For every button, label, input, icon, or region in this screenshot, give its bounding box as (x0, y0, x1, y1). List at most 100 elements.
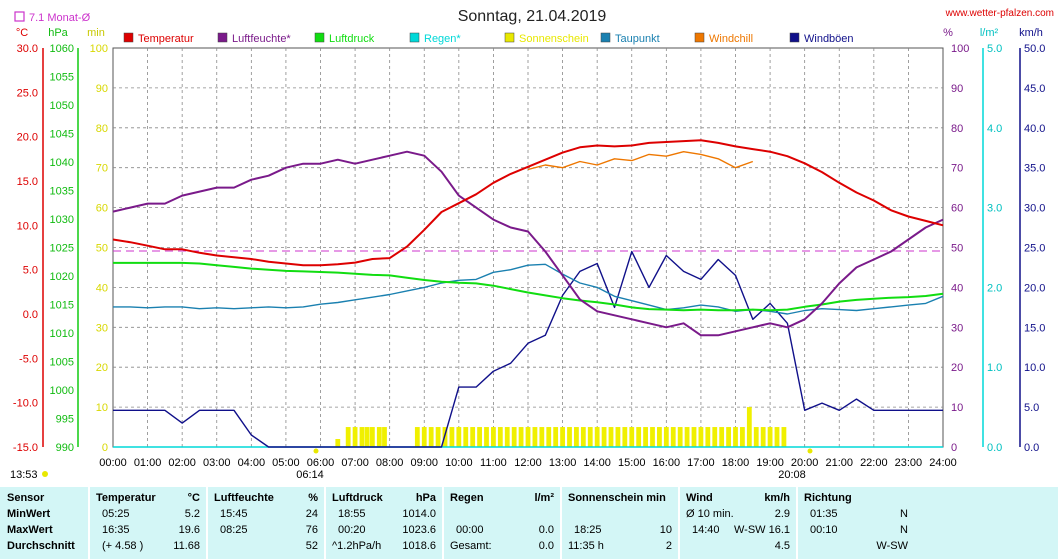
tick-label-rain: 0.0 (987, 442, 1002, 454)
stats-dir-min-time: 01:35 (810, 508, 838, 520)
tick-label-pressure: 1020 (50, 271, 74, 283)
stats-humidity-column: Luftfeuchte% 15:45 24 08:25 76 52 (206, 487, 324, 559)
sunshine-bar (414, 427, 420, 447)
sunshine-bar (477, 427, 482, 447)
sunset-icon (807, 448, 813, 454)
tick-label-humidity: 0 (951, 442, 957, 454)
stats-row-label-avg: Durchschnitt (7, 540, 75, 552)
stats-dir-min: N (900, 508, 908, 520)
tick-label-temp: 5.0 (23, 265, 38, 277)
legend-label-temperatur: Temperatur (138, 33, 194, 45)
tick-label-sun: 90 (96, 83, 108, 95)
tick-label-humidity: 80 (951, 123, 963, 135)
tick-label-wind: 50.0 (1024, 43, 1045, 55)
tick-label-temp: -15.0 (13, 442, 38, 454)
axes: 30.0 25.0 20.0 15.0 10.0 5.0 0.0 -5.0 -10.0 -15.0… (13, 43, 1046, 469)
sunshine-bar (497, 427, 503, 447)
tick-label-time: 15:00 (618, 457, 646, 469)
tick-label-wind: 45.0 (1024, 83, 1045, 95)
unit-celsius: °C (16, 27, 28, 39)
sunshine-bar (774, 427, 780, 447)
stats-press-min: 1014.0 (402, 508, 436, 520)
sunshine-bar (364, 427, 370, 447)
sunshine-bar (712, 427, 718, 447)
sunshine-bar (511, 427, 517, 447)
legend-swatch-regen (409, 32, 420, 43)
sunshine-bar (629, 427, 635, 447)
tick-label-temp: 20.0 (17, 132, 38, 144)
tick-label-time: 07:00 (341, 457, 369, 469)
stats-hum-min: 24 (305, 508, 318, 520)
sunrise-icon (313, 448, 319, 454)
sunshine-bar (560, 427, 565, 447)
stats-row-label-max: MaxWert (7, 524, 53, 536)
sunshine-bar (449, 427, 455, 447)
sunshine-bar (760, 427, 766, 447)
tick-label-pressure: 1030 (50, 214, 74, 226)
tick-label-temp: 25.0 (17, 87, 38, 99)
tick-label-sun: 80 (96, 123, 108, 135)
stats-sun-total: 11:35 h (568, 540, 604, 552)
stats-wind-avg10-label: Ø 10 min. (686, 508, 734, 520)
sunshine-bar (622, 427, 628, 447)
weather-chart: 30.0 25.0 20.0 15.0 10.0 5.0 0.0 -5.0 -10.0 -15.0… (10, 8, 1054, 481)
sunshine-bar (359, 427, 365, 447)
legend-label-windb-en: Windböen (804, 33, 854, 45)
tick-label-wind: 30.0 (1024, 203, 1045, 215)
tick-label-humidity: 60 (951, 203, 963, 215)
tick-label-temp: 10.0 (17, 220, 38, 232)
monthly-avg-label: 7.1 Monat-Ø (29, 12, 91, 24)
tick-label-time: 08:00 (376, 457, 404, 469)
sunshine-bar (643, 427, 648, 447)
sunshine-bar (684, 427, 690, 447)
stats-header-hum: Luftfeuchte (214, 492, 274, 504)
tick-label-humidity: 40 (951, 282, 963, 294)
tick-label-humidity: 70 (951, 163, 963, 175)
stats-rain-max-time: 00:00 (456, 524, 484, 536)
sunshine-bar (539, 427, 545, 447)
sunshine-bar (369, 427, 375, 447)
tick-label-sun: 20 (96, 362, 108, 374)
legend-swatch-taupunkt (600, 32, 611, 43)
series-line-windchill (527, 151, 754, 171)
tick-label-time: 01:00 (134, 457, 162, 469)
unit-min: min (87, 27, 105, 39)
sunshine-bar (587, 427, 593, 447)
stats-header-wind: Wind (686, 492, 713, 504)
tick-label-sun: 10 (96, 402, 108, 414)
tick-label-rain: 2.0 (987, 282, 1002, 294)
tick-label-pressure: 1045 (50, 129, 74, 141)
site-link[interactable]: www.wetter-pfalzen.com (945, 8, 1054, 19)
stats-header-rain: Regen (450, 492, 484, 504)
stats-row-label-min: MinWert (7, 508, 51, 520)
stats-temp-avg-delta: (+ 4.58 ) (102, 540, 144, 552)
stats-rain-column: Regen l/m² 00:00 0.0 Gesamt: 0.0 (442, 487, 560, 559)
stats-header-sun: Sonnenschein min (568, 492, 666, 504)
tick-label-time: 04:00 (238, 457, 266, 469)
tick-label-wind: 15.0 (1024, 322, 1045, 334)
sunshine-bar (691, 427, 697, 447)
tick-label-temp: 0.0 (23, 309, 38, 321)
tick-label-time: 20:00 (791, 457, 819, 469)
tick-label-pressure: 990 (56, 442, 74, 454)
tick-label-wind: 10.0 (1024, 362, 1045, 374)
sunset-time: 20:08 (778, 469, 806, 481)
tick-label-time: 13:00 (549, 457, 577, 469)
stats-sun-max: 10 (659, 524, 672, 536)
sunshine-bar (553, 427, 559, 447)
legend: Temperatur Luftfeuchte* Luftdruck Regen* Son… (123, 32, 854, 45)
sunshine-bar (567, 427, 572, 447)
tick-label-time: 03:00 (203, 457, 231, 469)
tick-label-sun: 0 (102, 442, 108, 454)
tick-label-temp: 15.0 (17, 176, 38, 188)
unit-hpa: hPa (48, 27, 68, 39)
sunshine-bar (726, 427, 731, 447)
stats-wind-max-time: 14:40 (692, 524, 720, 536)
tick-label-sun: 30 (96, 322, 108, 334)
sunshine-bar (663, 427, 669, 447)
sunshine-bar (525, 427, 531, 447)
series-lines (112, 139, 944, 448)
tick-label-sun: 40 (96, 282, 108, 294)
sunshine-bar (705, 427, 711, 447)
tick-label-time: 17:00 (687, 457, 715, 469)
